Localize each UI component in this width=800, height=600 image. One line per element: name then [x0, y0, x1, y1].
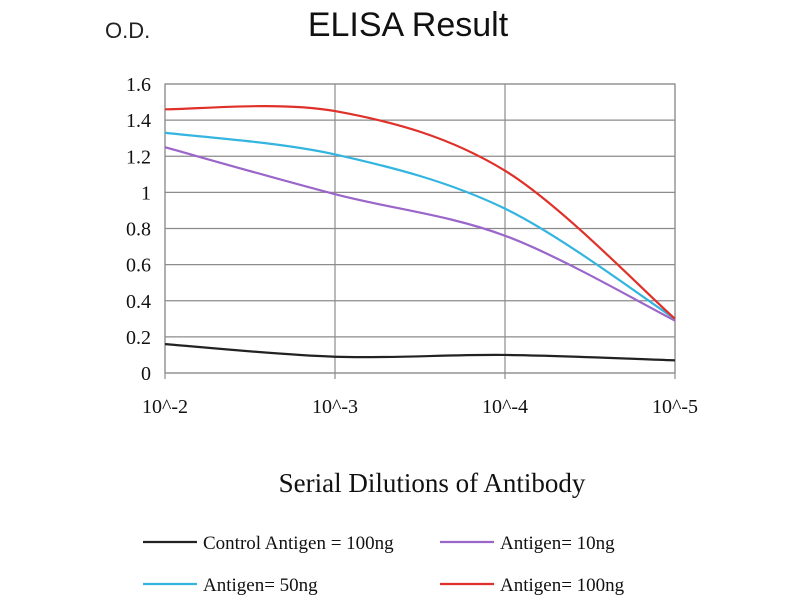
legend-label: Antigen= 100ng — [500, 575, 625, 596]
series-line-4 — [164, 105, 676, 320]
y-axis-label: O.D. — [105, 18, 150, 43]
x-tick-label: 10^-2 — [142, 396, 188, 418]
y-tick-label: 0.8 — [126, 219, 151, 241]
legend-label: Antigen= 10ng — [500, 533, 615, 554]
x-tick-label: 10^-5 — [652, 396, 698, 418]
legend-label: Control Antigen = 100ng — [203, 533, 394, 554]
series-line-3 — [164, 131, 676, 320]
series-line-1 — [164, 343, 676, 362]
y-tick-label: 0.2 — [126, 327, 151, 349]
legend-item: Control Antigen = 100ng — [143, 533, 394, 554]
y-tick-label: 0 — [141, 363, 151, 385]
y-tick-label: 1.2 — [126, 146, 151, 168]
series-line-2 — [164, 146, 676, 322]
legend-item: Antigen= 100ng — [440, 575, 625, 596]
x-tick-label: 10^-3 — [312, 396, 358, 418]
y-tick-label: 1.6 — [126, 74, 151, 96]
x-tick-label: 10^-4 — [482, 396, 528, 418]
y-tick-label: 1.4 — [126, 110, 151, 132]
legend-item: Antigen= 50ng — [143, 575, 318, 596]
chart-title: ELISA Result — [308, 6, 509, 44]
y-tick-label: 0.4 — [126, 291, 151, 313]
legend-label: Antigen= 50ng — [203, 575, 318, 596]
legend-item: Antigen= 10ng — [440, 533, 615, 554]
y-tick-label: 0.6 — [126, 255, 151, 277]
x-axis-label: Serial Dilutions of Antibody — [279, 468, 586, 498]
y-tick-label: 1 — [141, 182, 151, 204]
